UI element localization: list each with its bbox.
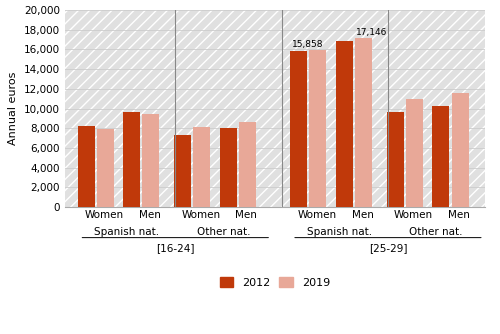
Y-axis label: Annual euros: Annual euros (8, 72, 18, 145)
Bar (174, 135, 191, 207)
Bar (97, 129, 114, 207)
Bar (310, 50, 326, 207)
Bar (355, 38, 372, 207)
Bar (239, 122, 256, 207)
Bar (78, 126, 94, 207)
Bar (194, 127, 210, 207)
Text: Spanish nat.: Spanish nat. (94, 227, 160, 237)
Bar (406, 99, 423, 207)
Text: Other nat.: Other nat. (197, 227, 250, 237)
Bar (65, 10, 485, 207)
Bar (336, 40, 353, 207)
Bar (432, 106, 450, 207)
Text: [16-24]: [16-24] (156, 243, 194, 254)
Text: [25-29]: [25-29] (368, 243, 407, 254)
Text: 15,858: 15,858 (292, 40, 323, 49)
Bar (290, 51, 308, 207)
Text: Spanish nat.: Spanish nat. (307, 227, 372, 237)
Bar (452, 93, 468, 207)
Bar (124, 112, 140, 207)
Text: 17,146: 17,146 (356, 28, 388, 37)
Bar (387, 112, 404, 207)
Bar (142, 114, 160, 207)
Legend: 2012, 2019: 2012, 2019 (216, 273, 334, 292)
Text: Other nat.: Other nat. (410, 227, 463, 237)
Bar (220, 128, 237, 207)
